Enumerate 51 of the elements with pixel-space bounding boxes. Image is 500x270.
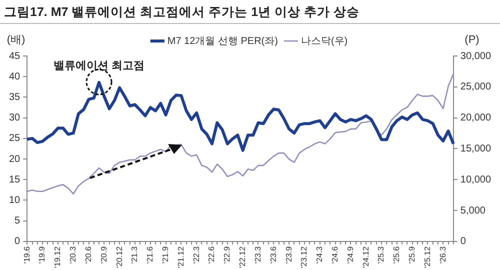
x-tick-label: '22.9 — [222, 246, 232, 264]
annotation: 밸류에이션 최고점 — [53, 60, 145, 72]
x-tick-label: '26.3 — [438, 246, 448, 264]
x-tick-label: '23.3 — [253, 246, 262, 264]
x-tick-label: '23.9 — [284, 246, 294, 264]
chart-title: 그림17. M7 밸류에이션 최고점에서 주가는 1년 이상 추가 상승 — [0, 0, 500, 24]
x-tick-label: '21.12 — [176, 246, 186, 268]
x-tick-label: '24.3 — [315, 246, 324, 264]
y2-tick-label: 30,000 — [460, 50, 492, 62]
y2-axis-title: (P) — [464, 34, 480, 46]
y2-tick-label: 25,000 — [460, 82, 492, 93]
x-tick-label: '19.6 — [22, 246, 32, 264]
y2-tick-label: 20,000 — [460, 112, 492, 124]
y2-tick-label: 10,000 — [460, 174, 492, 186]
y-tick-label: 25 — [9, 133, 21, 144]
x-tick-label: '25.6 — [392, 246, 402, 264]
x-tick-label: '24.12 — [361, 246, 370, 268]
x-tick-label: '25.3 — [376, 246, 386, 264]
y-axis-title: (배) — [6, 34, 26, 46]
y2-tick-label: 15,000 — [460, 143, 492, 154]
x-tick-label: '24.9 — [346, 246, 355, 264]
x-tick-label: '19.9 — [38, 246, 47, 264]
y-tick-label: 10 — [9, 194, 21, 206]
x-tick-label: '21.9 — [161, 246, 170, 264]
x-tick-label: '20.12 — [114, 246, 124, 268]
y2-tick-label: 5,000 — [460, 205, 486, 216]
legend-label: 나스닥(우) — [300, 36, 348, 47]
x-tick-label: '23.6 — [268, 246, 278, 264]
y-tick-label: 15 — [9, 174, 21, 186]
x-tick-label: '24.6 — [330, 246, 340, 264]
y-tick-label: 30 — [9, 112, 21, 124]
y-tick-label: 35 — [9, 92, 21, 103]
x-tick-label: '22.6 — [207, 246, 216, 264]
x-tick-label: '22.12 — [238, 246, 248, 268]
y-tick-label: 45 — [9, 50, 21, 62]
x-tick-label: '20.9 — [99, 246, 108, 264]
x-tick-label: '25.12 — [422, 246, 432, 268]
y-tick-label: 0 — [14, 236, 21, 248]
x-tick-label: '23.12 — [300, 246, 309, 268]
y-tick-label: 20 — [9, 154, 21, 165]
x-tick-label: '22.3 — [192, 246, 201, 264]
x-tick-label: '20.6 — [84, 246, 93, 264]
y2-tick-label: 0 — [460, 236, 466, 248]
x-tick-label: '20.3 — [68, 246, 78, 264]
x-tick-label: '25.9 — [408, 246, 417, 264]
y-tick-label: 5 — [14, 216, 21, 227]
legend-label: M7 12개월 선행 PER(좌) — [167, 36, 278, 47]
x-tick-label: '21.3 — [130, 246, 140, 264]
y-tick-label: 40 — [9, 71, 21, 82]
x-tick-label: '19.12 — [53, 246, 62, 268]
x-tick-label: '21.6 — [146, 246, 155, 264]
